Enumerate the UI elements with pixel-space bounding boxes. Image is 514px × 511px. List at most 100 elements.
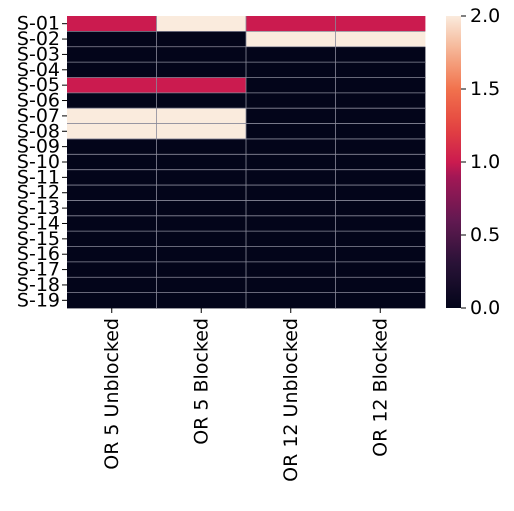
row-labels: S-01S-02S-03S-04S-05S-06S-07S-08S-09S-10…	[17, 13, 67, 311]
heatmap-cell	[246, 46, 336, 63]
heatmap-cell	[67, 246, 157, 263]
colorbar-tick-label: 1.5	[470, 78, 500, 100]
row-label: S-17	[17, 259, 60, 281]
heatmap-cell	[335, 62, 426, 78]
heatmap-cell	[246, 292, 336, 309]
row-label: S-19	[17, 289, 60, 311]
heatmap-cell	[67, 185, 157, 201]
heatmap-cell	[156, 200, 247, 217]
heatmap-cell	[335, 231, 426, 247]
heatmap-cell	[335, 46, 426, 63]
heatmap-cell	[156, 185, 247, 201]
heatmap-cell	[246, 185, 336, 201]
colorbar-tick-label: 0.0	[470, 297, 500, 319]
heatmap-cell	[156, 277, 247, 294]
heatmap-cell	[156, 169, 247, 186]
row-label: S-16	[17, 243, 60, 265]
heatmap-cell	[246, 277, 336, 294]
heatmap-cell	[156, 123, 247, 140]
heatmap-cell	[67, 154, 157, 171]
heatmap-cell	[246, 123, 336, 140]
heatmap-cell	[67, 277, 157, 294]
column-label: OR 12 Unblocked	[280, 318, 302, 482]
heatmap-cell	[246, 169, 336, 186]
row-label: S-08	[17, 120, 60, 142]
colorbar-tick-label: 2.0	[470, 5, 500, 27]
heatmap-cell	[67, 16, 157, 32]
column-label: OR 12 Blocked	[369, 318, 391, 457]
heatmap-cell	[156, 77, 247, 94]
heatmap-cell	[246, 138, 336, 155]
heatmap-cell	[246, 246, 336, 263]
row-label: S-18	[17, 274, 60, 296]
row-label: S-11	[17, 166, 60, 188]
heatmap-gridlines	[67, 16, 425, 308]
row-label: S-02	[17, 28, 60, 50]
row-label: S-12	[17, 182, 60, 204]
heatmap-cell	[246, 31, 336, 48]
heatmap-cell	[156, 246, 247, 263]
heatmap-cell	[156, 231, 247, 247]
heatmap-cell	[67, 215, 157, 232]
heatmap-cell	[335, 108, 426, 124]
row-label: S-05	[17, 74, 60, 96]
heatmap-cell	[246, 62, 336, 78]
heatmap-cell	[67, 46, 157, 63]
row-label: S-10	[17, 151, 60, 173]
heatmap-cell	[67, 62, 157, 78]
heatmap-cell	[156, 108, 247, 124]
row-label: S-14	[17, 212, 60, 234]
heatmap-cell	[335, 246, 426, 263]
heatmap-cell	[67, 108, 157, 124]
heatmap-cell	[335, 92, 426, 109]
row-label: S-09	[17, 136, 60, 158]
colorbar-gradient	[446, 16, 461, 308]
heatmap-cell	[246, 77, 336, 94]
column-label: OR 5 Unblocked	[101, 318, 123, 470]
heatmap-cell	[67, 138, 157, 155]
heatmap-cell	[156, 138, 247, 155]
heatmap-cell	[156, 215, 247, 232]
heatmap-cell	[156, 62, 247, 78]
colorbar: 0.0 0.5 1.0 1.5 2.0	[446, 5, 500, 319]
row-label: S-06	[17, 90, 60, 112]
heatmap-cell	[67, 292, 157, 309]
heatmap-cell	[335, 138, 426, 155]
heatmap-cell	[156, 16, 247, 32]
heatmap-cell	[246, 215, 336, 232]
heatmap-cell	[156, 92, 247, 109]
heatmap-cells	[67, 16, 426, 309]
heatmap-cell	[335, 215, 426, 232]
heatmap-cell	[335, 292, 426, 309]
heatmap-cell	[156, 261, 247, 278]
heatmap-cell	[246, 154, 336, 171]
row-label: S-01	[17, 13, 60, 35]
row-label: S-15	[17, 228, 60, 250]
heatmap-cell	[246, 231, 336, 247]
heatmap-cell	[335, 123, 426, 140]
heatmap-cell	[156, 46, 247, 63]
heatmap-cell	[67, 231, 157, 247]
heatmap-cell	[335, 185, 426, 201]
heatmap-cell	[246, 261, 336, 278]
heatmap-cell	[335, 277, 426, 294]
heatmap-cell	[67, 92, 157, 109]
heatmap-cell	[246, 92, 336, 109]
heatmap-cell	[246, 200, 336, 217]
heatmap-cell	[67, 169, 157, 186]
heatmap-cell	[67, 31, 157, 48]
heatmap-cell	[335, 154, 426, 171]
heatmap-cell	[335, 31, 426, 48]
heatmap-cell	[246, 108, 336, 124]
heatmap-cell	[67, 77, 157, 94]
heatmap-cell	[335, 169, 426, 186]
heatmap-cell	[335, 200, 426, 217]
row-label: S-13	[17, 197, 60, 219]
heatmap-cell	[335, 261, 426, 278]
heatmap-cell	[246, 16, 336, 32]
heatmap-cell	[67, 261, 157, 278]
row-label: S-03	[17, 43, 60, 65]
column-label: OR 5 Blocked	[190, 318, 212, 445]
row-label: S-07	[17, 105, 60, 127]
